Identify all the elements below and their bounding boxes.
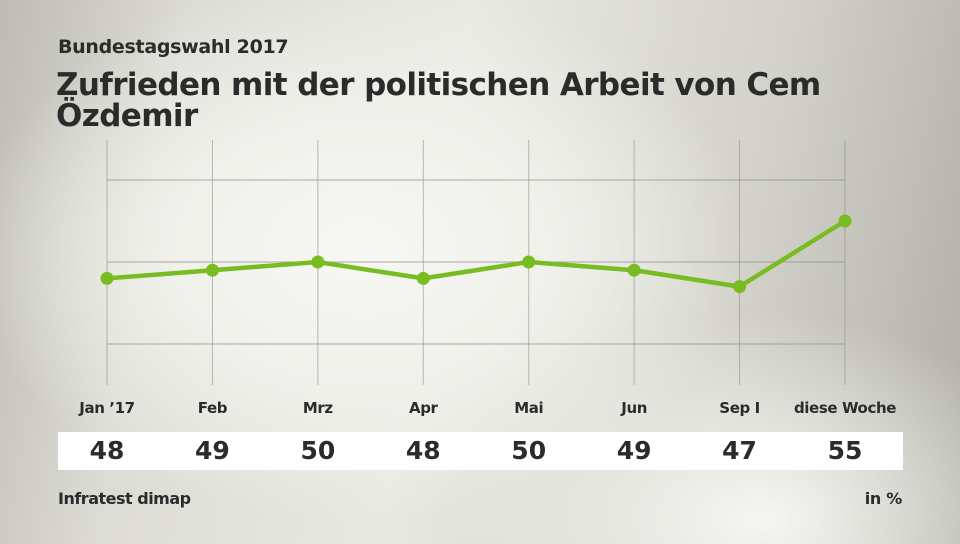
data-point [522,255,536,269]
source-label: Infratest dimap [58,489,191,508]
data-value-label: 49 [616,436,652,465]
data-value-label: 48 [89,436,125,465]
data-value-label: 49 [195,436,230,465]
data-value-label: 55 [827,436,863,465]
x-tick-label: Sep I [719,399,760,417]
data-point [311,255,325,269]
data-value-label: 47 [722,436,757,465]
series-line [106,219,847,289]
grid [106,140,846,385]
x-tick-label: Mrz [302,399,333,417]
x-tick-label: Jun [621,399,648,417]
chart-title: Zufrieden mit der politischen Arbeit von… [56,67,821,134]
data-point [627,263,641,277]
x-tick-label: Mai [514,399,544,417]
x-tick-label: diese Woche [793,399,897,417]
data-point [838,214,852,228]
x-tick-label: Feb [197,399,228,417]
data-value-label: 50 [511,436,547,465]
data-point [100,271,114,285]
data-value-label: 50 [300,436,336,465]
data-point [733,280,747,294]
value-band [58,432,903,470]
x-tick-label: Jan ’17 [79,399,135,417]
chart-subtitle: Bundestagswahl 2017 [58,36,289,58]
data-series [100,214,852,294]
data-value-label: 48 [405,436,441,465]
x-tick-label: Apr [409,399,438,417]
unit-label: in % [864,489,903,508]
data-point [416,271,430,285]
data-point [205,263,219,277]
